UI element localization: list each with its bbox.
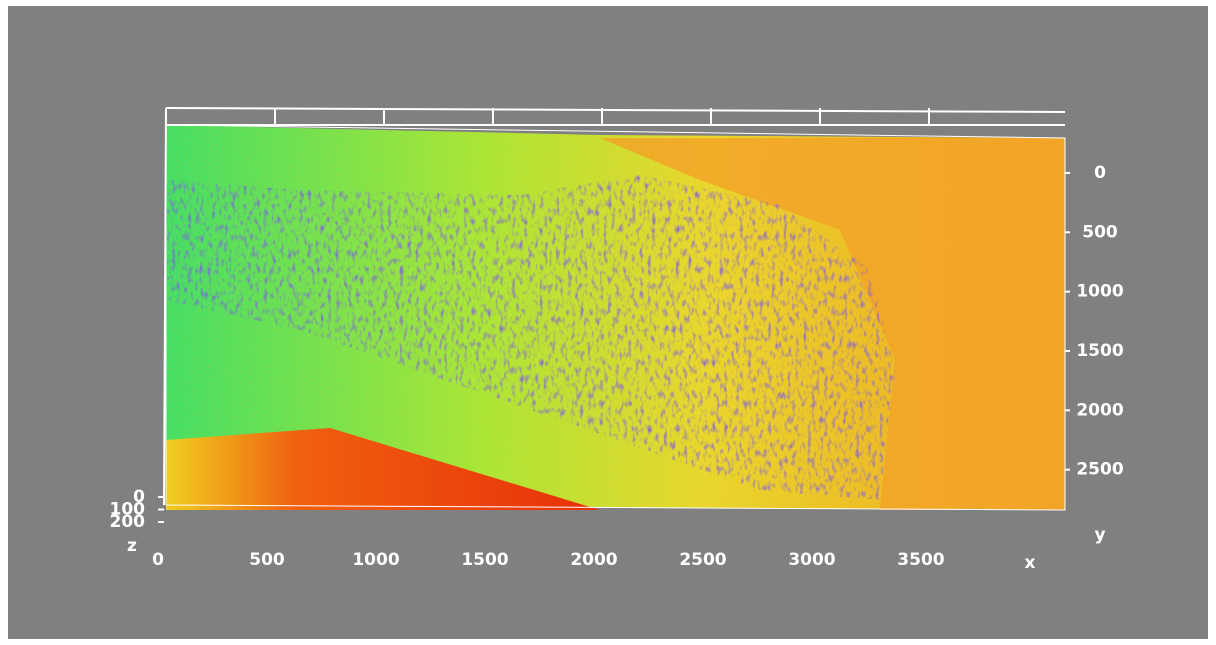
x-tick-label: 3500 [897,550,944,570]
x-tick-label: 2000 [570,550,617,570]
x-tick-label: 1500 [461,550,508,570]
axis-frame [163,107,1066,506]
z-axis-label: z [127,536,137,556]
y-tick-label: 1500 [1076,341,1123,361]
x-tick-label: 3000 [788,550,835,570]
z-tick-label: 200 [110,512,146,532]
z-tick-label: 100 [110,500,146,520]
x-axis-label: x [1025,553,1036,573]
x-tick-label: 0 [152,550,164,570]
y-tick-label: 500 [1082,222,1118,242]
x-tick-label: 2500 [679,550,726,570]
x-tick-label: 500 [249,550,285,570]
y-axis-label: y [1094,525,1105,545]
x-tick-label: 1000 [352,550,399,570]
y-tick-label: 2500 [1076,460,1123,480]
y-tick-label: 2000 [1076,400,1123,420]
y-tick-label: 1000 [1076,282,1123,302]
y-tick-label: 0 [1094,163,1106,183]
z-tick-label: 0 [133,487,145,507]
surface [165,124,1066,511]
